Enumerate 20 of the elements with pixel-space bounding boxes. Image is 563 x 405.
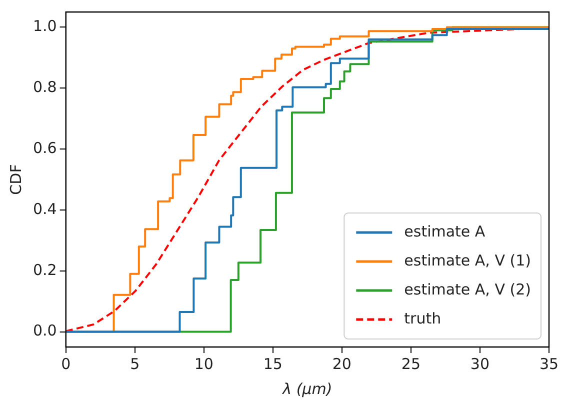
x-tick-label: 20 [332, 354, 352, 373]
y-tick-label: 0.2 [32, 260, 57, 279]
legend-label: estimate A, V (2) [404, 280, 532, 298]
y-tick-label: 0.8 [32, 78, 57, 96]
y-tick-label: 1.0 [32, 17, 57, 36]
legend-label: truth [404, 309, 442, 328]
y-tick-label: 0.4 [32, 200, 57, 218]
y-tick-label: 0.6 [32, 138, 57, 157]
x-tick-label: 35 [539, 354, 559, 373]
x-tick-label: 0 [61, 354, 71, 373]
x-tick-label: 30 [470, 354, 490, 373]
legend-label: estimate A, V (1) [404, 251, 532, 270]
legend-label: estimate A [404, 222, 486, 240]
x-tick-label: 25 [401, 354, 421, 373]
x-tick-label: 10 [194, 354, 214, 373]
x-tick-label: 5 [130, 354, 140, 373]
x-axis-title: λ (μm) [282, 380, 332, 398]
y-tick-label: 0.0 [32, 322, 57, 340]
y-axis-title: CDF [6, 164, 25, 195]
x-tick-label: 15 [263, 354, 282, 373]
